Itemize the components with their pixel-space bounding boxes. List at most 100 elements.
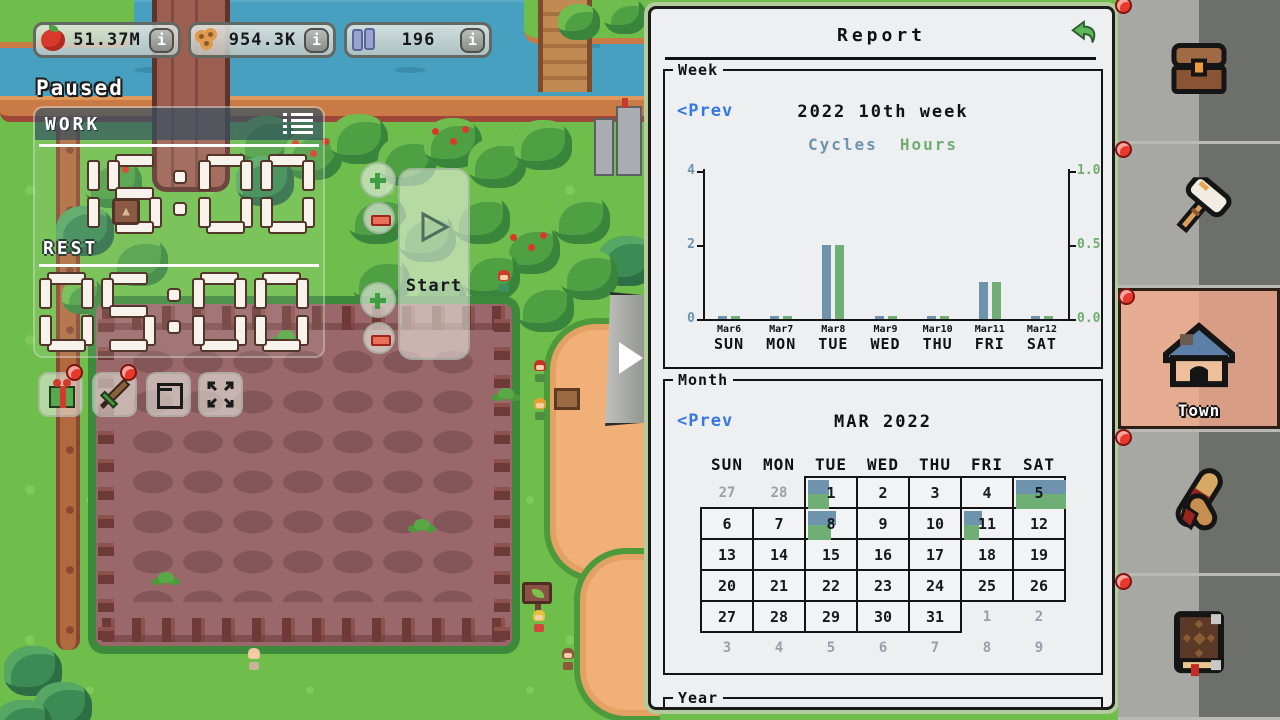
calendar-day[interactable]: 21	[752, 569, 806, 602]
calendar-day[interactable]: 3	[908, 476, 962, 509]
lever-button[interactable]: ▲	[112, 198, 140, 225]
fullscreen-button[interactable]	[198, 372, 243, 417]
sidebar-tab-label: Town	[1177, 401, 1221, 420]
sidebar-tab-town[interactable]: Town	[1118, 288, 1280, 429]
chart-bar-cycles	[926, 316, 936, 319]
x-tick-day: MON	[766, 335, 797, 353]
notification-dot	[1115, 0, 1132, 14]
chart-bar-hours	[783, 316, 793, 319]
calendar-day[interactable]: 9	[856, 507, 910, 540]
grass-tuft	[498, 388, 514, 399]
timer-panel: WORK REST	[33, 106, 325, 358]
calendar-day[interactable]: 27	[700, 600, 754, 633]
calendar-day[interactable]: 18	[960, 538, 1014, 571]
calendar-day-outside: 9	[1034, 639, 1044, 656]
calendar-day[interactable]: 11	[960, 507, 1014, 540]
calendar-day[interactable]: 26	[1012, 569, 1066, 602]
chart-bar-hours	[1043, 316, 1053, 319]
sign-post	[522, 582, 552, 616]
calendar-day[interactable]: 5	[1012, 476, 1066, 509]
chest-icon	[1171, 42, 1227, 94]
undo-back-icon[interactable]	[1068, 19, 1098, 49]
calendar-day[interactable]: 23	[856, 569, 910, 602]
x-tick-day: THU	[922, 335, 953, 353]
window-mode-button[interactable]	[146, 372, 191, 417]
fence-left	[98, 310, 114, 640]
info-button[interactable]: i	[304, 27, 329, 53]
start-button[interactable]: Start	[398, 168, 470, 360]
calendar-day[interactable]: 30	[856, 600, 910, 633]
calendar-day[interactable]: 14	[752, 538, 806, 571]
calendar-day[interactable]: 25	[960, 569, 1014, 602]
expand-icon	[207, 381, 234, 408]
start-label: Start	[405, 276, 463, 296]
calendar-day-header: SUN	[711, 455, 743, 474]
calendar-day[interactable]: 6	[700, 507, 754, 540]
calendar-day-outside: 7	[930, 639, 940, 656]
calendar-day[interactable]: 12	[1012, 507, 1066, 540]
activity-fill-hours	[964, 525, 979, 540]
calendar-day[interactable]: 1	[804, 476, 858, 509]
rest-increase-button[interactable]	[360, 282, 396, 318]
rest-decrease-button[interactable]	[363, 322, 395, 354]
x-tick-day: SAT	[1026, 335, 1057, 353]
sidebar-tab-bundle[interactable]	[1115, 429, 1280, 573]
calendar-day[interactable]: 19	[1012, 538, 1066, 571]
castle	[594, 98, 648, 176]
calendar-day-header: FRI	[971, 455, 1003, 474]
y-tick-right: 1.0	[1077, 163, 1101, 178]
activity-fill-cycles	[964, 511, 982, 525]
villager	[531, 610, 547, 632]
calendar-day[interactable]: 8	[804, 507, 858, 540]
activity-fill-cycles	[1016, 480, 1066, 494]
month-prev-button[interactable]: <Prev	[677, 411, 734, 431]
calendar-day-outside: 27	[718, 484, 736, 501]
info-button[interactable]: i	[149, 27, 174, 53]
week-prev-button[interactable]: <Prev	[677, 101, 734, 121]
chart-bar-cycles	[1030, 316, 1040, 319]
chart-bar-cycles	[978, 282, 988, 319]
calendar-day[interactable]: 15	[804, 538, 858, 571]
resource-value: 954.3K	[228, 30, 297, 50]
rope-icon	[195, 28, 221, 52]
activity-fill-cycles	[808, 511, 836, 525]
calendar-day[interactable]: 4	[960, 476, 1014, 509]
sidebar-tab-hammer[interactable]	[1115, 141, 1280, 285]
tree	[604, 0, 646, 34]
calendar-day-header: THU	[919, 455, 951, 474]
notification-dot	[1115, 141, 1132, 158]
calendar-day[interactable]: 16	[856, 538, 910, 571]
calendar-day[interactable]: 28	[752, 600, 806, 633]
calendar-day[interactable]: 29	[804, 600, 858, 633]
tick-mark	[697, 245, 703, 247]
calendar-day-outside: 1	[982, 608, 992, 625]
tree	[462, 250, 520, 300]
calendar-day[interactable]: 10	[908, 507, 962, 540]
calendar-day[interactable]: 7	[752, 507, 806, 540]
resource-gems: 196 i	[344, 22, 492, 58]
resource-tomatoes: 51.37M i	[33, 22, 181, 58]
calendar-day-outside: 3	[722, 639, 732, 656]
calendar-day[interactable]: 24	[908, 569, 962, 602]
calendar-day[interactable]: 31	[908, 600, 962, 633]
calendar-day[interactable]: 17	[908, 538, 962, 571]
sidebar-tab-book[interactable]	[1115, 573, 1280, 717]
calendar-day[interactable]: 20	[700, 569, 754, 602]
work-increase-button[interactable]	[360, 162, 396, 198]
calendar-day[interactable]: 2	[856, 476, 910, 509]
calendar-day[interactable]: 22	[804, 569, 858, 602]
info-button[interactable]: i	[460, 27, 485, 53]
sword-icon	[99, 378, 131, 409]
sidebar-tab-chest[interactable]	[1115, 0, 1280, 141]
month-section: Month <Prev MAR 2022 SUN MON TUE WED THU FRI S…	[663, 371, 1103, 675]
week-title: 2022 10th week	[797, 102, 969, 122]
gift-icon	[49, 379, 75, 408]
tree	[0, 700, 52, 720]
calendar-day[interactable]: 13	[700, 538, 754, 571]
work-decrease-button[interactable]	[363, 202, 395, 234]
calendar-day-outside: 28	[770, 484, 788, 501]
seven-segment-digit	[39, 272, 94, 352]
list-menu-icon[interactable]	[283, 113, 313, 135]
bundle-icon	[1175, 467, 1223, 530]
